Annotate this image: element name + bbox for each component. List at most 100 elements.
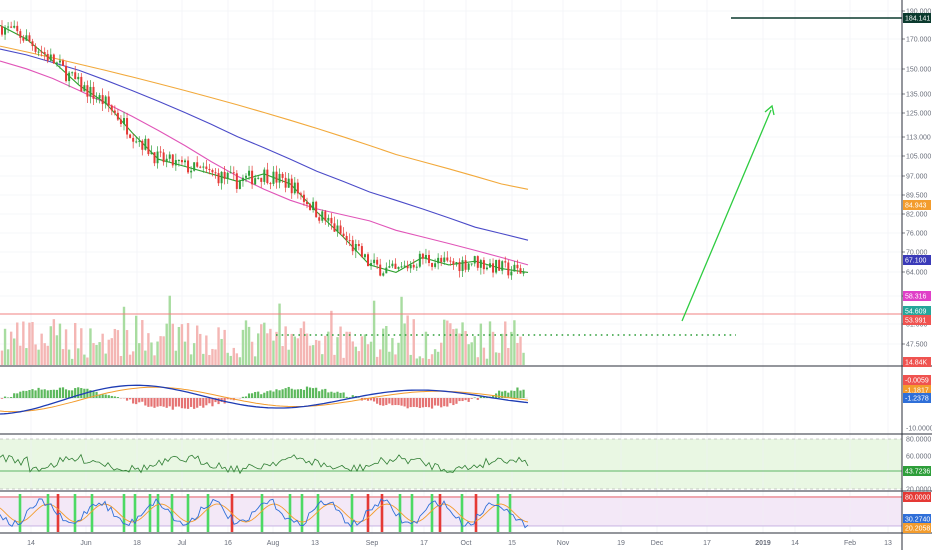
candle-body [193, 162, 196, 171]
candle-body [275, 171, 278, 183]
price-tick-label: 190.000 [906, 9, 931, 16]
macd-histogram-bar [34, 390, 37, 398]
volume-bar [92, 343, 95, 365]
volume-bar [412, 319, 415, 365]
price-tick-label: 170.000 [906, 37, 931, 44]
volume-bar [482, 347, 486, 365]
volume-bar [415, 358, 418, 365]
macd-histogram-bar [180, 398, 184, 409]
volume-bar [49, 326, 52, 365]
volume-bar [86, 357, 89, 365]
panel-tick-label: 20.0000 [906, 487, 931, 494]
svg-text:184.141: 184.141 [905, 16, 930, 23]
volume-bar [141, 320, 144, 365]
macd-histogram-bar [412, 398, 415, 407]
volume-bar [284, 326, 287, 365]
price-badge: 14.84K [903, 357, 931, 367]
stoch-signal-bar [260, 494, 264, 532]
volume-bar [74, 322, 77, 365]
macd-histogram-bar [132, 398, 135, 404]
volume-bar [165, 323, 168, 365]
rsi-panel [0, 453, 529, 475]
macd-histogram-bar [13, 393, 16, 398]
macd-histogram-bar [28, 390, 31, 398]
volume-bar [382, 328, 385, 365]
volume-bar [208, 354, 211, 365]
volume-bar [196, 325, 199, 365]
candle-body [397, 266, 400, 269]
candle-body [510, 271, 513, 276]
date-tick-label: Aug [267, 540, 280, 547]
macd-histogram-bar [64, 389, 68, 398]
volume-bar [214, 349, 217, 365]
macd-histogram-bar [308, 387, 312, 398]
volume-bar [0, 350, 4, 365]
volume-bar [302, 321, 306, 365]
macd-histogram-bar [86, 388, 89, 398]
volume-bar [516, 342, 519, 365]
stoch-signal-bar [438, 494, 442, 532]
macd-histogram-bar [519, 390, 522, 398]
stoch-signal-bar [366, 494, 370, 532]
macd-histogram-bar [3, 396, 7, 398]
candle-body [150, 152, 153, 155]
candle-body [162, 152, 165, 163]
stoch-signal-bar [156, 494, 160, 532]
volume-bar [3, 328, 7, 365]
volume-bar [156, 341, 159, 365]
candle-body [302, 194, 305, 202]
stoch-signal-bar [170, 494, 174, 532]
svg-text:80.0000: 80.0000 [905, 495, 930, 502]
price-badge: 30.2740 [903, 514, 931, 524]
volume-bar [485, 358, 489, 365]
candle-body [367, 254, 369, 267]
volume-bar [488, 321, 492, 365]
candle-body [418, 253, 421, 267]
macd-histogram-bar [186, 398, 190, 409]
candle-body [357, 244, 360, 247]
candle-body [223, 171, 226, 179]
volume-bar [189, 354, 193, 365]
candle-body [412, 264, 415, 268]
macd-histogram-bar [7, 397, 10, 398]
date-tick-label: 18 [133, 540, 141, 547]
macd-histogram-bar [153, 398, 156, 408]
candle-body [370, 263, 373, 267]
volume-bar [150, 342, 153, 365]
candle-body [467, 263, 470, 270]
candle-body [202, 166, 205, 168]
stoch-d-line [0, 503, 529, 523]
price-axis[interactable]: 190.000 170.000 150.000 135.000 125.000 113.0… [902, 9, 932, 494]
candle-body [77, 76, 80, 80]
candle-body [406, 265, 409, 269]
macd-histogram-bar [394, 398, 397, 406]
volume-bar [464, 331, 467, 365]
macd-histogram-bar [113, 396, 116, 398]
stoch-signal-bar [398, 494, 402, 532]
candle-body [138, 140, 141, 142]
macd-histogram-bar [263, 392, 266, 398]
macd-histogram-bar [80, 388, 83, 398]
svg-text:53.991: 53.991 [905, 318, 927, 325]
volume-bar [501, 333, 504, 365]
macd-histogram-bar [467, 398, 470, 402]
date-tick-label: Sep [366, 540, 379, 547]
candle-body [235, 173, 238, 189]
macd-histogram-bar [257, 391, 260, 398]
date-axis[interactable]: 14 Jun 18 Jul 16 Aug 13 Sep 17 Oct 15 Nov 19 Dec 17 201… [27, 540, 892, 547]
candle-body [257, 177, 260, 179]
candle-body [330, 217, 333, 224]
svg-text:14.84K: 14.84K [905, 360, 928, 367]
candle-body [156, 151, 159, 164]
panel-tick-label: 60.0000 [906, 454, 931, 461]
volume-bar [430, 354, 434, 365]
macd-histogram-bar [141, 398, 144, 402]
candle-body [159, 151, 162, 153]
macd-histogram-bar [333, 392, 336, 398]
price-panel[interactable] [0, 0, 902, 366]
volume-bar [394, 354, 397, 365]
macd-histogram-bar [504, 390, 507, 398]
stochastic-panel [0, 494, 529, 532]
price-badge: 53.991 [903, 315, 931, 325]
